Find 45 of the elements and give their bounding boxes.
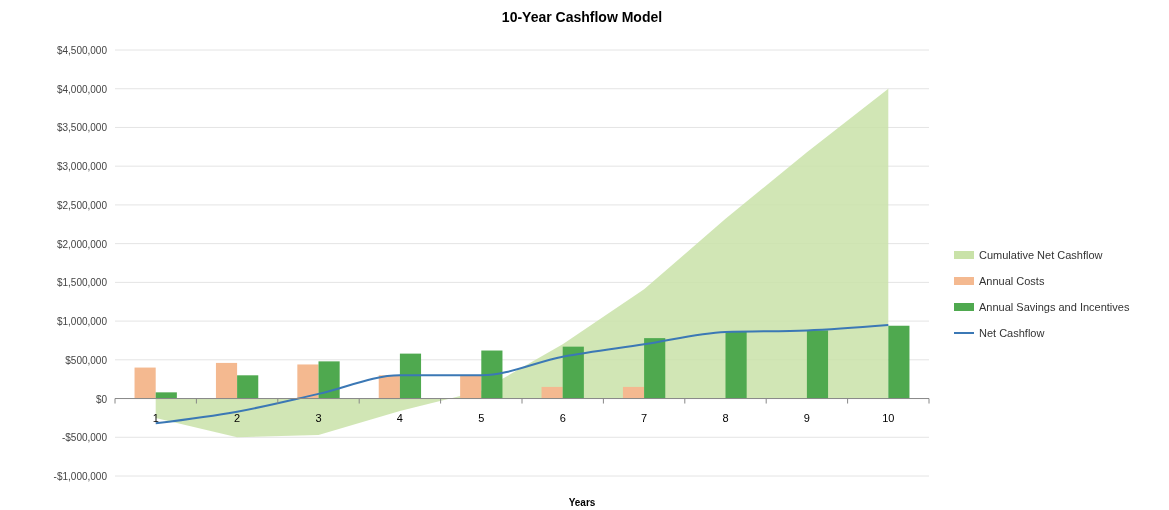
x-tick-label: 10 bbox=[882, 411, 895, 424]
x-tick-label: 8 bbox=[722, 411, 729, 424]
legend-label: Net Cashflow bbox=[979, 327, 1045, 339]
y-tick-label: -$1,000,000 bbox=[53, 471, 108, 482]
bar bbox=[155, 392, 177, 399]
y-tick-label: $3,000,000 bbox=[56, 161, 108, 173]
x-tick-label: 5 bbox=[478, 411, 485, 424]
x-tick-label: 1 bbox=[152, 411, 159, 424]
legend-label: Cumulative Net Cashflow bbox=[979, 249, 1103, 261]
y-tick-label: $1,500,000 bbox=[56, 277, 108, 289]
bar bbox=[725, 331, 747, 399]
bar bbox=[297, 364, 319, 399]
y-tick-label: $2,000,000 bbox=[56, 238, 108, 250]
y-tick-label: -$500,000 bbox=[61, 432, 108, 444]
bar bbox=[644, 338, 666, 399]
bar bbox=[134, 367, 156, 399]
bar bbox=[622, 386, 645, 399]
y-tick-label: $1,000,000 bbox=[56, 316, 108, 328]
bar bbox=[481, 350, 503, 399]
bar bbox=[399, 353, 422, 399]
bar bbox=[378, 375, 400, 399]
legend-label: Annual Savings and Incentives bbox=[979, 301, 1130, 313]
bar bbox=[888, 325, 910, 399]
bar bbox=[237, 375, 259, 399]
x-tick-label: 6 bbox=[559, 411, 566, 424]
x-tick-label: 3 bbox=[315, 411, 322, 424]
y-tick-label: $500,000 bbox=[65, 354, 108, 366]
chart-title: 10-Year Cashflow Model bbox=[501, 9, 663, 25]
bar bbox=[541, 386, 563, 399]
x-tick-label: 2 bbox=[234, 411, 241, 424]
x-tick-label: 4 bbox=[396, 411, 403, 424]
y-tick-label: $2,500,000 bbox=[56, 199, 108, 211]
x-tick-label: 7 bbox=[641, 411, 648, 424]
bar bbox=[215, 362, 238, 399]
y-tick-label: $4,000,000 bbox=[56, 83, 108, 95]
y-tick-label: $4,500,000 bbox=[56, 45, 108, 56]
bar bbox=[806, 330, 829, 399]
y-tick-label: $3,500,000 bbox=[56, 122, 108, 134]
x-tick-label: 9 bbox=[803, 411, 810, 424]
legend-label: Annual Costs bbox=[979, 275, 1045, 287]
bar bbox=[318, 361, 340, 399]
x-axis-title: Years bbox=[568, 497, 596, 508]
bar bbox=[562, 346, 584, 399]
y-tick-label: $0 bbox=[95, 393, 108, 405]
bar bbox=[460, 375, 482, 399]
